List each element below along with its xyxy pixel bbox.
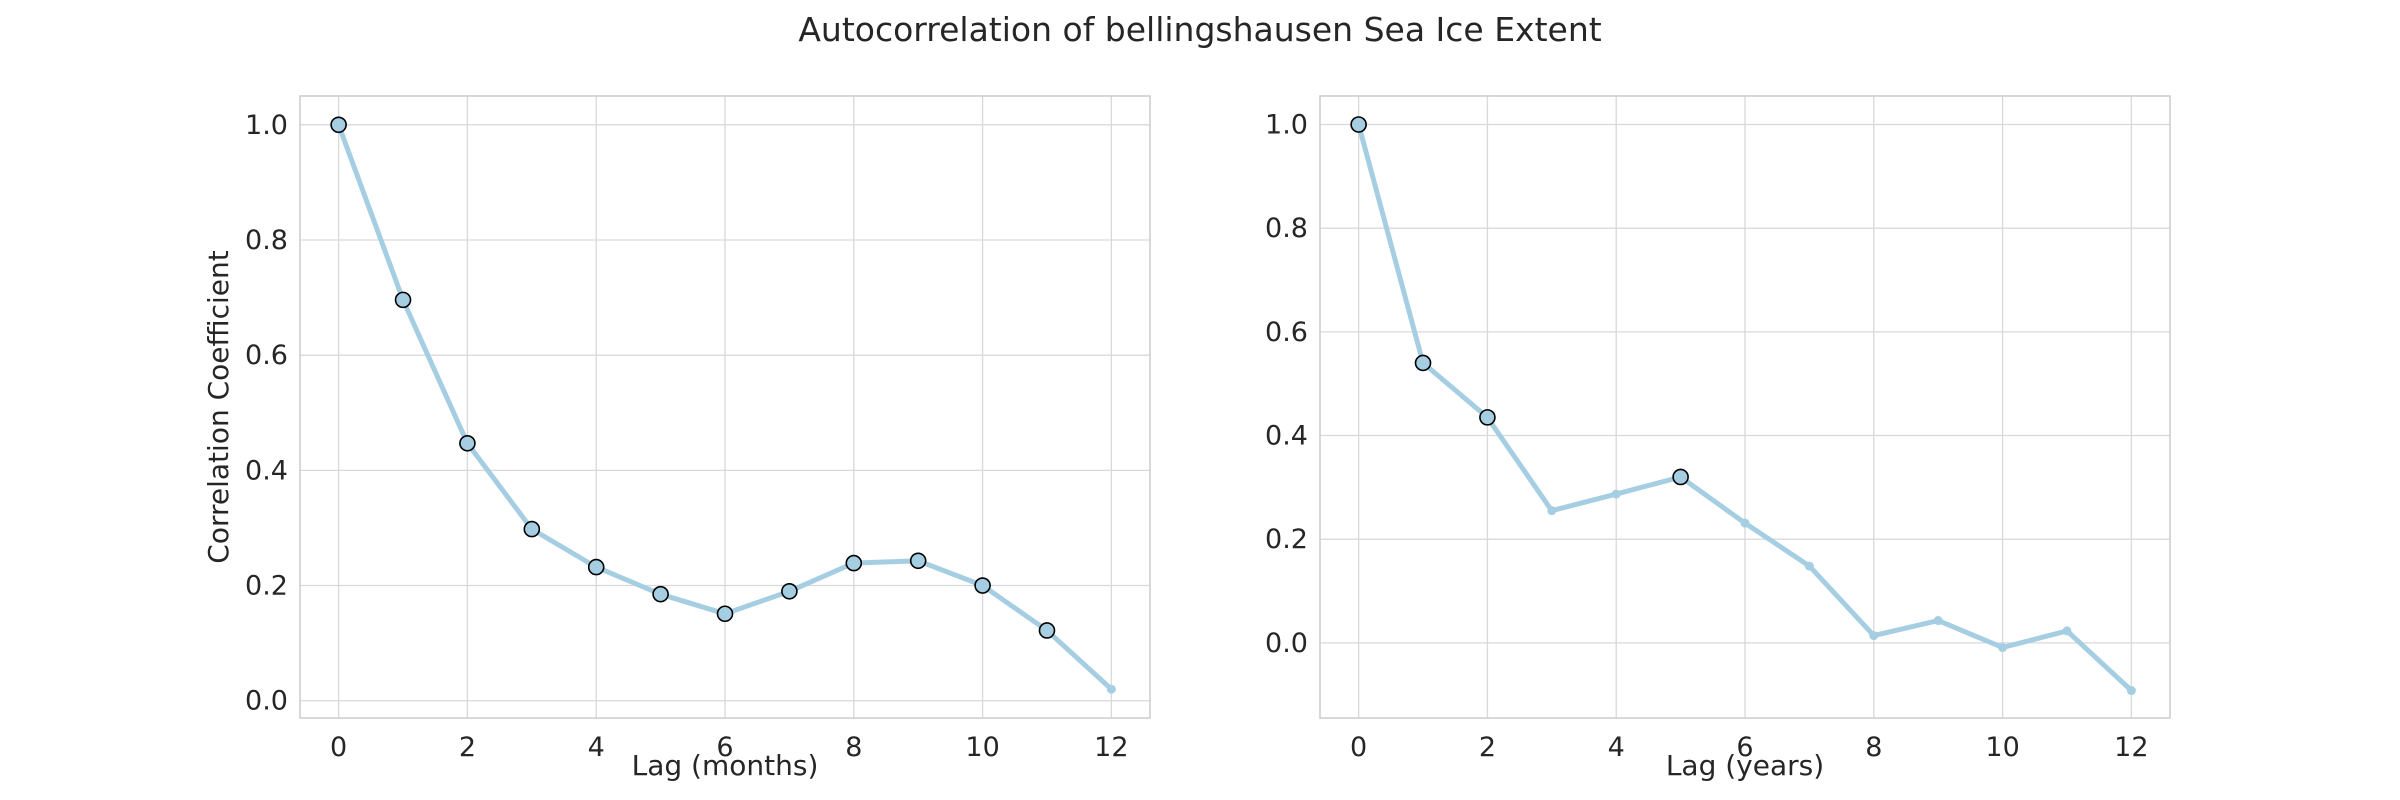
y-tick-label: 0.4 — [1265, 421, 1308, 452]
significant-point — [330, 116, 347, 134]
data-point — [2062, 626, 2072, 636]
y-tick-label: 0.0 — [1265, 628, 1308, 659]
significant-point — [1350, 116, 1367, 133]
x-tick-label: 12 — [1094, 732, 1128, 763]
significant-point — [394, 291, 412, 309]
x-tick-label: 6 — [1736, 732, 1753, 763]
significant-point — [1479, 409, 1496, 426]
significant-point — [909, 552, 927, 570]
x-tick-label: 8 — [845, 732, 862, 763]
x-tick-label: 10 — [965, 732, 999, 763]
significant-point — [459, 434, 476, 452]
data-point — [1106, 684, 1116, 694]
data-point — [1547, 506, 1557, 516]
y-tick-label: 0.0 — [245, 686, 288, 717]
y-tick-label: 1.0 — [245, 110, 288, 141]
significant-point — [1038, 622, 1056, 639]
x-tick-label: 2 — [459, 732, 476, 763]
x-tick-label: 10 — [1985, 732, 2019, 763]
x-tick-label: 0 — [330, 732, 347, 763]
data-point — [1804, 561, 1814, 571]
x-axis-label: Lag (years) — [1666, 749, 1824, 782]
significant-point — [1414, 354, 1432, 372]
significant-point — [1672, 468, 1689, 486]
significant-point — [974, 577, 991, 594]
y-tick-label: 1.0 — [1265, 110, 1308, 141]
x-tick-label: 2 — [1479, 732, 1496, 763]
data-point — [1869, 631, 1879, 641]
x-tick-label: 6 — [716, 732, 733, 763]
data-point — [1740, 518, 1750, 528]
x-tick-label: 8 — [1865, 732, 1882, 763]
x-tick-label: 0 — [1350, 732, 1367, 763]
y-tick-label: 0.8 — [1265, 213, 1308, 244]
data-point — [2126, 686, 2136, 696]
y-axis-label: Correlation Coefficient — [202, 250, 235, 563]
plot-frame — [1319, 95, 2171, 719]
significant-point — [845, 554, 863, 572]
y-tick-label: 0.8 — [245, 225, 288, 256]
significant-point — [652, 585, 669, 603]
yearly-lag-panel: 0 2 4 6 8 10 12 0.0 0.2 0.4 0.6 0.8 1.0 Lag (years) — [1265, 95, 2171, 782]
significant-point — [587, 558, 605, 576]
x-axis-label: Lag (months) — [632, 749, 819, 782]
y-tick-label: 0.4 — [245, 455, 288, 486]
y-tick-label: 0.2 — [1265, 524, 1308, 555]
significant-point — [781, 582, 798, 600]
data-point — [1933, 616, 1943, 626]
data-point — [1998, 643, 2008, 653]
data-point — [1611, 489, 1621, 499]
y-tick-label: 0.6 — [1265, 317, 1308, 348]
figure-title: Autocorrelation of bellingshausen Sea Ic… — [798, 10, 1602, 49]
significant-point — [523, 520, 541, 538]
y-tick-label: 0.2 — [245, 571, 288, 602]
y-tick-label: 0.6 — [245, 340, 288, 371]
plot-frame — [299, 95, 1151, 719]
x-tick-label: 4 — [1608, 732, 1625, 763]
significant-point — [716, 605, 734, 623]
monthly-lag-panel: 0 2 4 6 8 10 12 0.0 0.2 0.4 0.6 0.8 1.0 Lag (months) C… — [202, 95, 1151, 782]
x-tick-label: 12 — [2114, 732, 2148, 763]
x-tick-label: 4 — [588, 732, 605, 763]
